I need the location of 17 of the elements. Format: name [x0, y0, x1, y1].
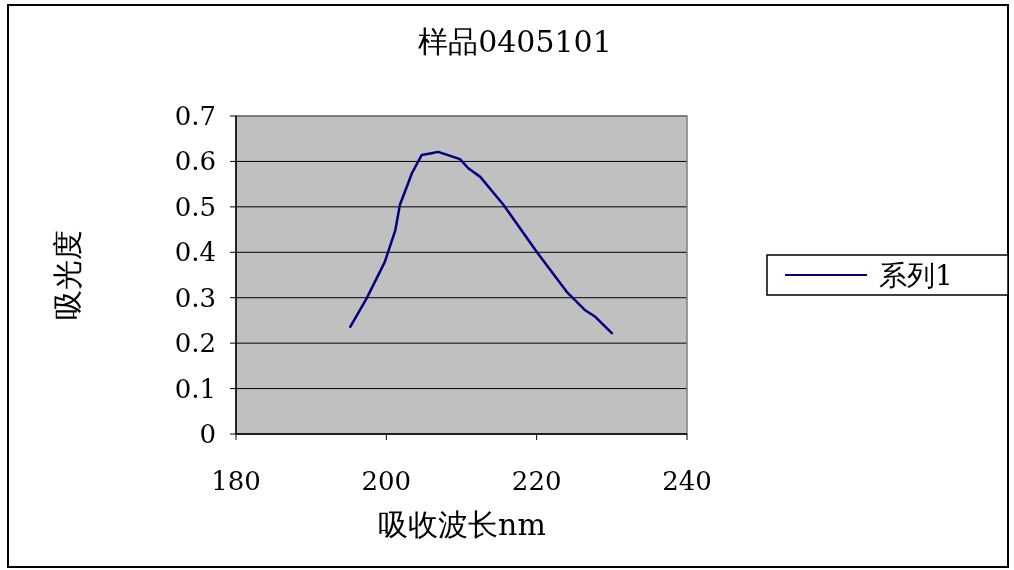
y-axis-title: 吸光度 [50, 230, 85, 320]
y-tick-label: 0.1 [174, 373, 216, 404]
y-tick-label: 0.5 [174, 191, 216, 222]
line-series [349, 150, 614, 335]
x-tick-label: 240 [662, 466, 712, 496]
y-tick-label: 0.2 [174, 328, 216, 359]
x-tick-label: 200 [361, 466, 412, 496]
y-tick-label: 0.3 [174, 282, 216, 313]
chart-title: 样品0405101 [418, 24, 612, 59]
legend-label: 系列1 [879, 259, 953, 292]
x-tick-label: 220 [511, 466, 562, 496]
x-axis-title: 吸收波长nm [378, 507, 546, 542]
y-tick-label: 0.7 [174, 101, 216, 131]
y-tick-label: 0.6 [174, 146, 216, 177]
y-tick-label: 0.4 [174, 237, 216, 268]
x-tick-label: 180 [211, 466, 261, 496]
y-tick-label: 0 [199, 419, 216, 449]
